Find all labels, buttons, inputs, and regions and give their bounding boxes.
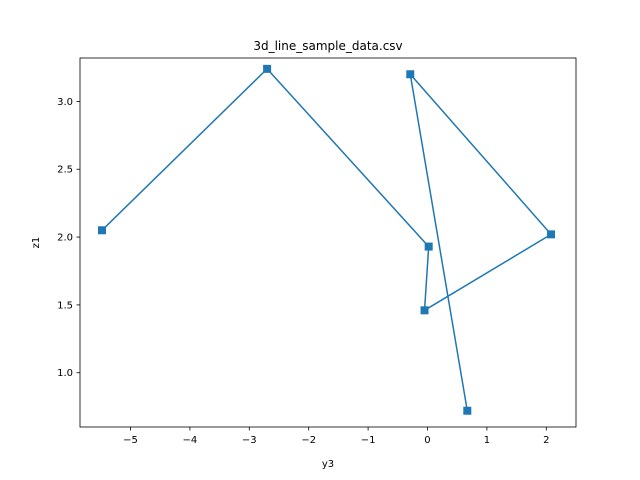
x-tick-label: −5: [123, 435, 138, 446]
x-tick-label: 2: [543, 435, 549, 446]
x-tick-label: −3: [242, 435, 257, 446]
chart-title: 3d_line_sample_data.csv: [253, 39, 402, 53]
x-axis-label: y3: [322, 459, 334, 470]
data-point-marker: [420, 306, 429, 315]
x-axis: −5 −4 −3 −2 −1 0 1 2: [123, 427, 549, 446]
y-tick-label: 2.5: [57, 165, 73, 176]
x-tick-label: −2: [301, 435, 316, 446]
y-tick-label: 2.0: [57, 233, 73, 244]
y-tick-label: 3.0: [57, 97, 73, 108]
y-axis-label: z1: [31, 237, 42, 249]
data-point-marker: [406, 70, 415, 79]
data-point-marker: [547, 230, 556, 239]
plot-area: [97, 64, 556, 415]
data-point-marker: [263, 64, 272, 73]
data-point-marker: [424, 242, 433, 251]
x-tick-label: 0: [424, 435, 430, 446]
y-tick-label: 1.5: [57, 300, 73, 311]
data-point-marker: [97, 226, 106, 235]
data-point-marker: [463, 406, 472, 415]
x-tick-label: −1: [361, 435, 376, 446]
y-tick-label: 1.0: [57, 368, 73, 379]
axes-frame: [79, 57, 577, 428]
x-tick-label: 1: [484, 435, 490, 446]
x-tick-label: −4: [183, 435, 198, 446]
y-axis: 1.0 1.5 2.0 2.5 3.0: [57, 97, 80, 379]
